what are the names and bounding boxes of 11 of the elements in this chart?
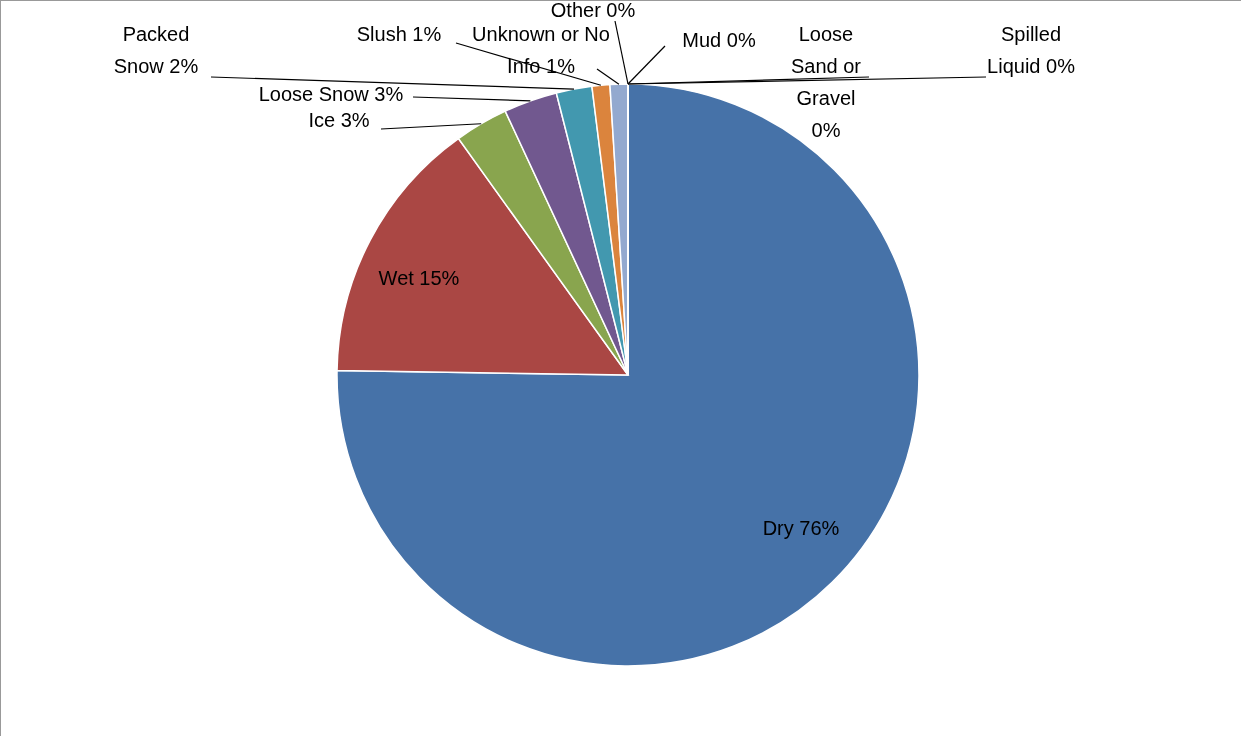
category-label: Other 0% xyxy=(550,0,636,21)
slice-label: Slush 1% xyxy=(356,23,442,45)
slice-label: Ice 3% xyxy=(308,109,370,131)
slice-label: Packed Snow 2% xyxy=(113,23,199,77)
text: 0% xyxy=(811,119,841,141)
slice-label: Loose Snow 3% xyxy=(258,83,404,105)
slice-label: Wet 15% xyxy=(378,267,460,289)
category-label: Loose Sand or Gravel xyxy=(790,23,862,109)
slice-label: Dry 76% xyxy=(762,517,840,539)
category-label: Mud 0% xyxy=(682,29,756,51)
category-label: Spilled Liquid 0% xyxy=(987,23,1075,77)
